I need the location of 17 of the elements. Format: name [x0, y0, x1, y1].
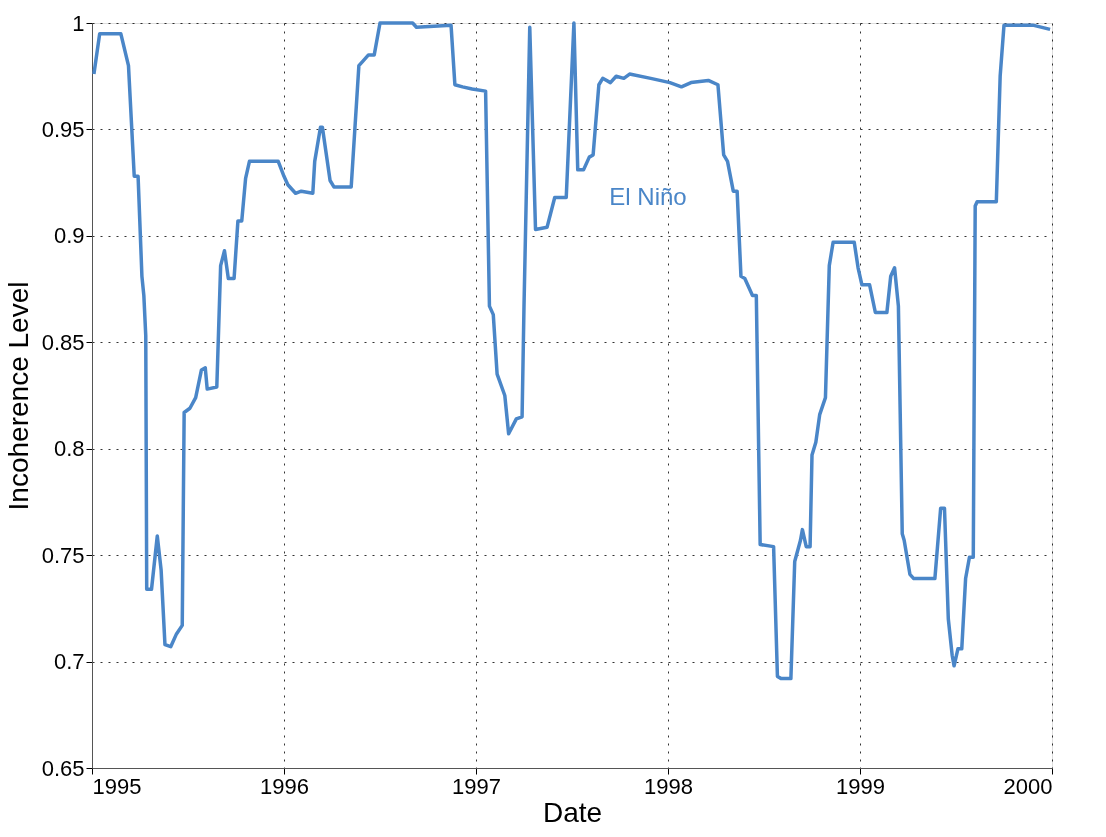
- x-tick-label: 1998: [644, 773, 693, 799]
- y-tick-label: 0.9: [53, 223, 85, 249]
- y-tick-label: 0.85: [41, 329, 85, 355]
- y-tick-label: 0.8: [53, 436, 85, 462]
- y-tick-label: 0.7: [53, 649, 85, 675]
- x-tick-label: 1996: [260, 773, 309, 799]
- y-tick-label: 0.75: [41, 542, 85, 568]
- x-tick-label: 1999: [836, 773, 885, 799]
- x-axis-title: Date: [542, 796, 603, 828]
- x-tick-label: 1997: [452, 773, 501, 799]
- y-tick-label: 0.95: [41, 116, 85, 142]
- y-tick-label: 1: [72, 10, 85, 36]
- annotation: El Niño: [609, 183, 687, 210]
- y-axis-title: Incoherence Level: [2, 281, 34, 511]
- x-tick-label: 2000: [1003, 773, 1053, 799]
- x-tick-label: 1995: [92, 773, 142, 799]
- y-tick-label: 0.65: [41, 755, 85, 781]
